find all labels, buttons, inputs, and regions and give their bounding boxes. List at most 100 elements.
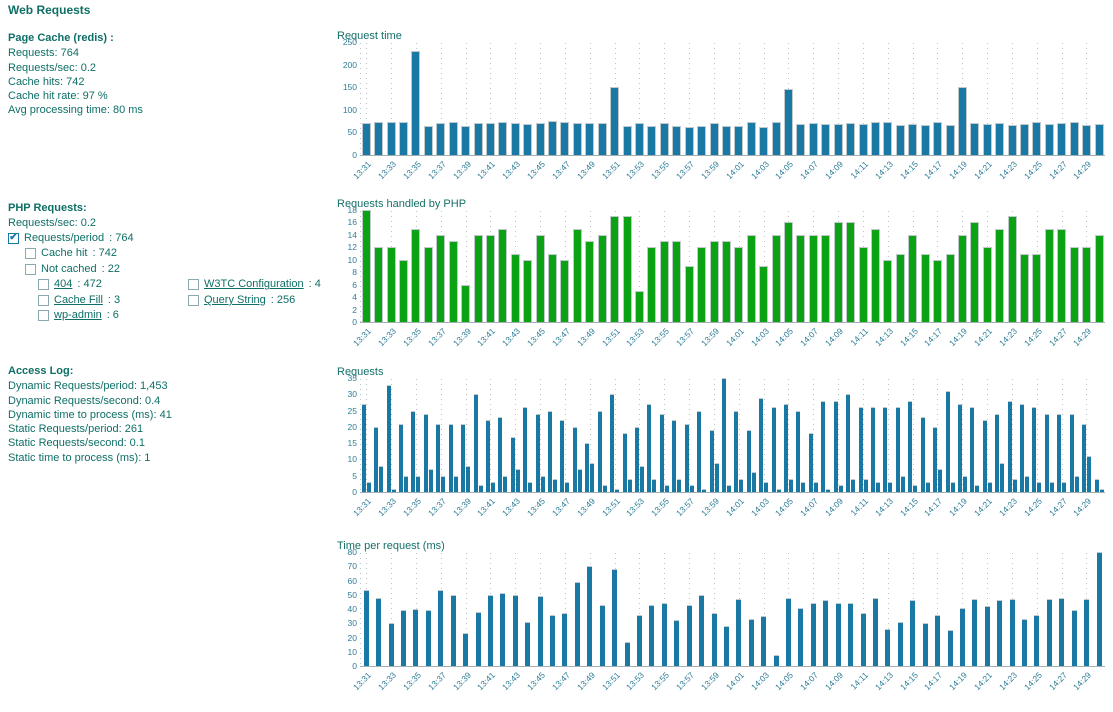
bar xyxy=(746,430,751,492)
checkbox-query-string[interactable] xyxy=(188,294,199,306)
bar xyxy=(1059,598,1065,666)
bar xyxy=(684,424,689,492)
x-tick-label: 14:13 xyxy=(872,159,895,182)
bar xyxy=(970,407,975,492)
checkbox-cache-fill[interactable] xyxy=(38,294,49,306)
x-tick-label: 14:13 xyxy=(872,496,895,519)
bar xyxy=(636,615,642,666)
bar xyxy=(833,401,838,492)
bar xyxy=(833,124,843,155)
bar xyxy=(386,122,396,155)
x-tick-label: 13:35 xyxy=(400,670,423,693)
bar xyxy=(860,613,866,666)
chart-requests: Requests 0 5 10 15 20 25 30 35 13:31 13:33 13:35 13:… xyxy=(337,366,1113,537)
bar xyxy=(702,489,707,492)
php-checkbox-list: ✔ Requests/period: 764 Cache hit: 742 Not c… xyxy=(8,231,336,324)
bar xyxy=(773,655,779,666)
bar xyxy=(920,254,930,322)
bar xyxy=(798,608,804,666)
x-tick-label: 13:45 xyxy=(524,670,548,693)
bar xyxy=(1096,552,1102,666)
link-w3tc-configuration[interactable]: W3TC Configuration xyxy=(204,278,304,291)
bar xyxy=(403,476,408,492)
x-tick-label: 13:53 xyxy=(624,496,647,519)
y-tick-label: 250 xyxy=(342,37,357,47)
bar xyxy=(503,476,508,492)
bar xyxy=(585,123,595,155)
bar xyxy=(537,596,543,666)
checkbox-row-query-string: Query String : 256 xyxy=(188,293,321,308)
x-tick-label: 13:59 xyxy=(698,670,721,693)
checkbox-w3tc-configuration[interactable] xyxy=(188,279,199,290)
link-query-string[interactable]: Query String xyxy=(204,293,266,306)
stat-line: Requests/sec: 0.2 xyxy=(8,61,97,74)
x-tick-label: 14:09 xyxy=(822,159,846,182)
gridline xyxy=(589,43,591,155)
bar xyxy=(438,590,444,666)
bar xyxy=(1069,247,1079,322)
bar xyxy=(871,229,880,322)
bar xyxy=(498,122,508,155)
bar xyxy=(535,414,540,492)
bar xyxy=(562,613,568,666)
x-tick-label: 13:49 xyxy=(574,496,597,519)
bar xyxy=(746,122,756,155)
bar xyxy=(1046,599,1052,666)
gridline xyxy=(1011,379,1013,492)
bar xyxy=(972,599,978,666)
bar xyxy=(1094,124,1104,155)
checkbox-404[interactable] xyxy=(38,279,49,291)
x-tick-label: 13:51 xyxy=(599,326,622,349)
bar xyxy=(1025,476,1030,492)
x-tick-label: 14:23 xyxy=(996,496,1019,519)
x-tick-label: 14:11 xyxy=(848,670,870,692)
bar xyxy=(379,466,384,492)
bar xyxy=(647,126,657,155)
x-tick-label: 13:45 xyxy=(524,159,548,182)
x-tick-label: 14:21 xyxy=(971,496,995,519)
x-tick-label: 13:41 xyxy=(475,670,498,693)
value-cache-hit: : 742 xyxy=(92,247,117,260)
bar xyxy=(461,424,466,492)
y-tick-label: 10 xyxy=(347,254,357,265)
bar xyxy=(739,479,744,492)
bar xyxy=(689,485,694,492)
x-tick-label: 13:41 xyxy=(475,496,498,519)
gridline xyxy=(689,43,691,155)
checkbox-cache-hit[interactable] xyxy=(25,248,36,260)
x-tick-label: 13:41 xyxy=(475,159,498,182)
x-tick-label: 13:39 xyxy=(450,159,473,182)
bar xyxy=(699,595,705,666)
x-tick-label: 14:19 xyxy=(947,159,970,182)
bar xyxy=(525,622,531,666)
y-tick-label: 0 xyxy=(352,317,357,327)
bar xyxy=(801,482,806,492)
bar xyxy=(957,404,962,492)
x-tick-label: 13:57 xyxy=(673,670,697,693)
gridline xyxy=(366,43,368,155)
gridline xyxy=(862,43,864,155)
bar xyxy=(599,605,605,666)
stat-line: Static Requests/second: 0.1 xyxy=(8,437,145,450)
link-wp-admin[interactable]: wp-admin xyxy=(54,309,102,322)
value-404: : 472 xyxy=(77,278,102,291)
link-404[interactable]: 404 xyxy=(54,278,73,291)
checkbox-wp-admin[interactable] xyxy=(38,310,49,322)
bar xyxy=(597,123,607,155)
x-tick-label: 14:23 xyxy=(996,159,1019,182)
x-tick-label: 14:25 xyxy=(1021,670,1044,693)
bar xyxy=(982,420,987,492)
link-cache-fill[interactable]: Cache Fill xyxy=(54,293,103,306)
x-tick-label: 14:29 xyxy=(1071,496,1094,519)
value-query-string: : 256 xyxy=(270,293,296,306)
x-tick-label: 14:15 xyxy=(897,496,920,519)
checkbox-not-cached[interactable] xyxy=(25,263,36,275)
bar xyxy=(634,123,644,155)
bar xyxy=(709,123,719,155)
x-tick-label: 14:19 xyxy=(947,670,970,693)
bar xyxy=(473,394,478,492)
checked-checkbox-requests-period[interactable]: ✔ xyxy=(8,232,19,244)
y-tick-label: 20 xyxy=(347,632,357,643)
x-tick-label: 14:25 xyxy=(1021,159,1044,182)
bar xyxy=(945,254,955,322)
